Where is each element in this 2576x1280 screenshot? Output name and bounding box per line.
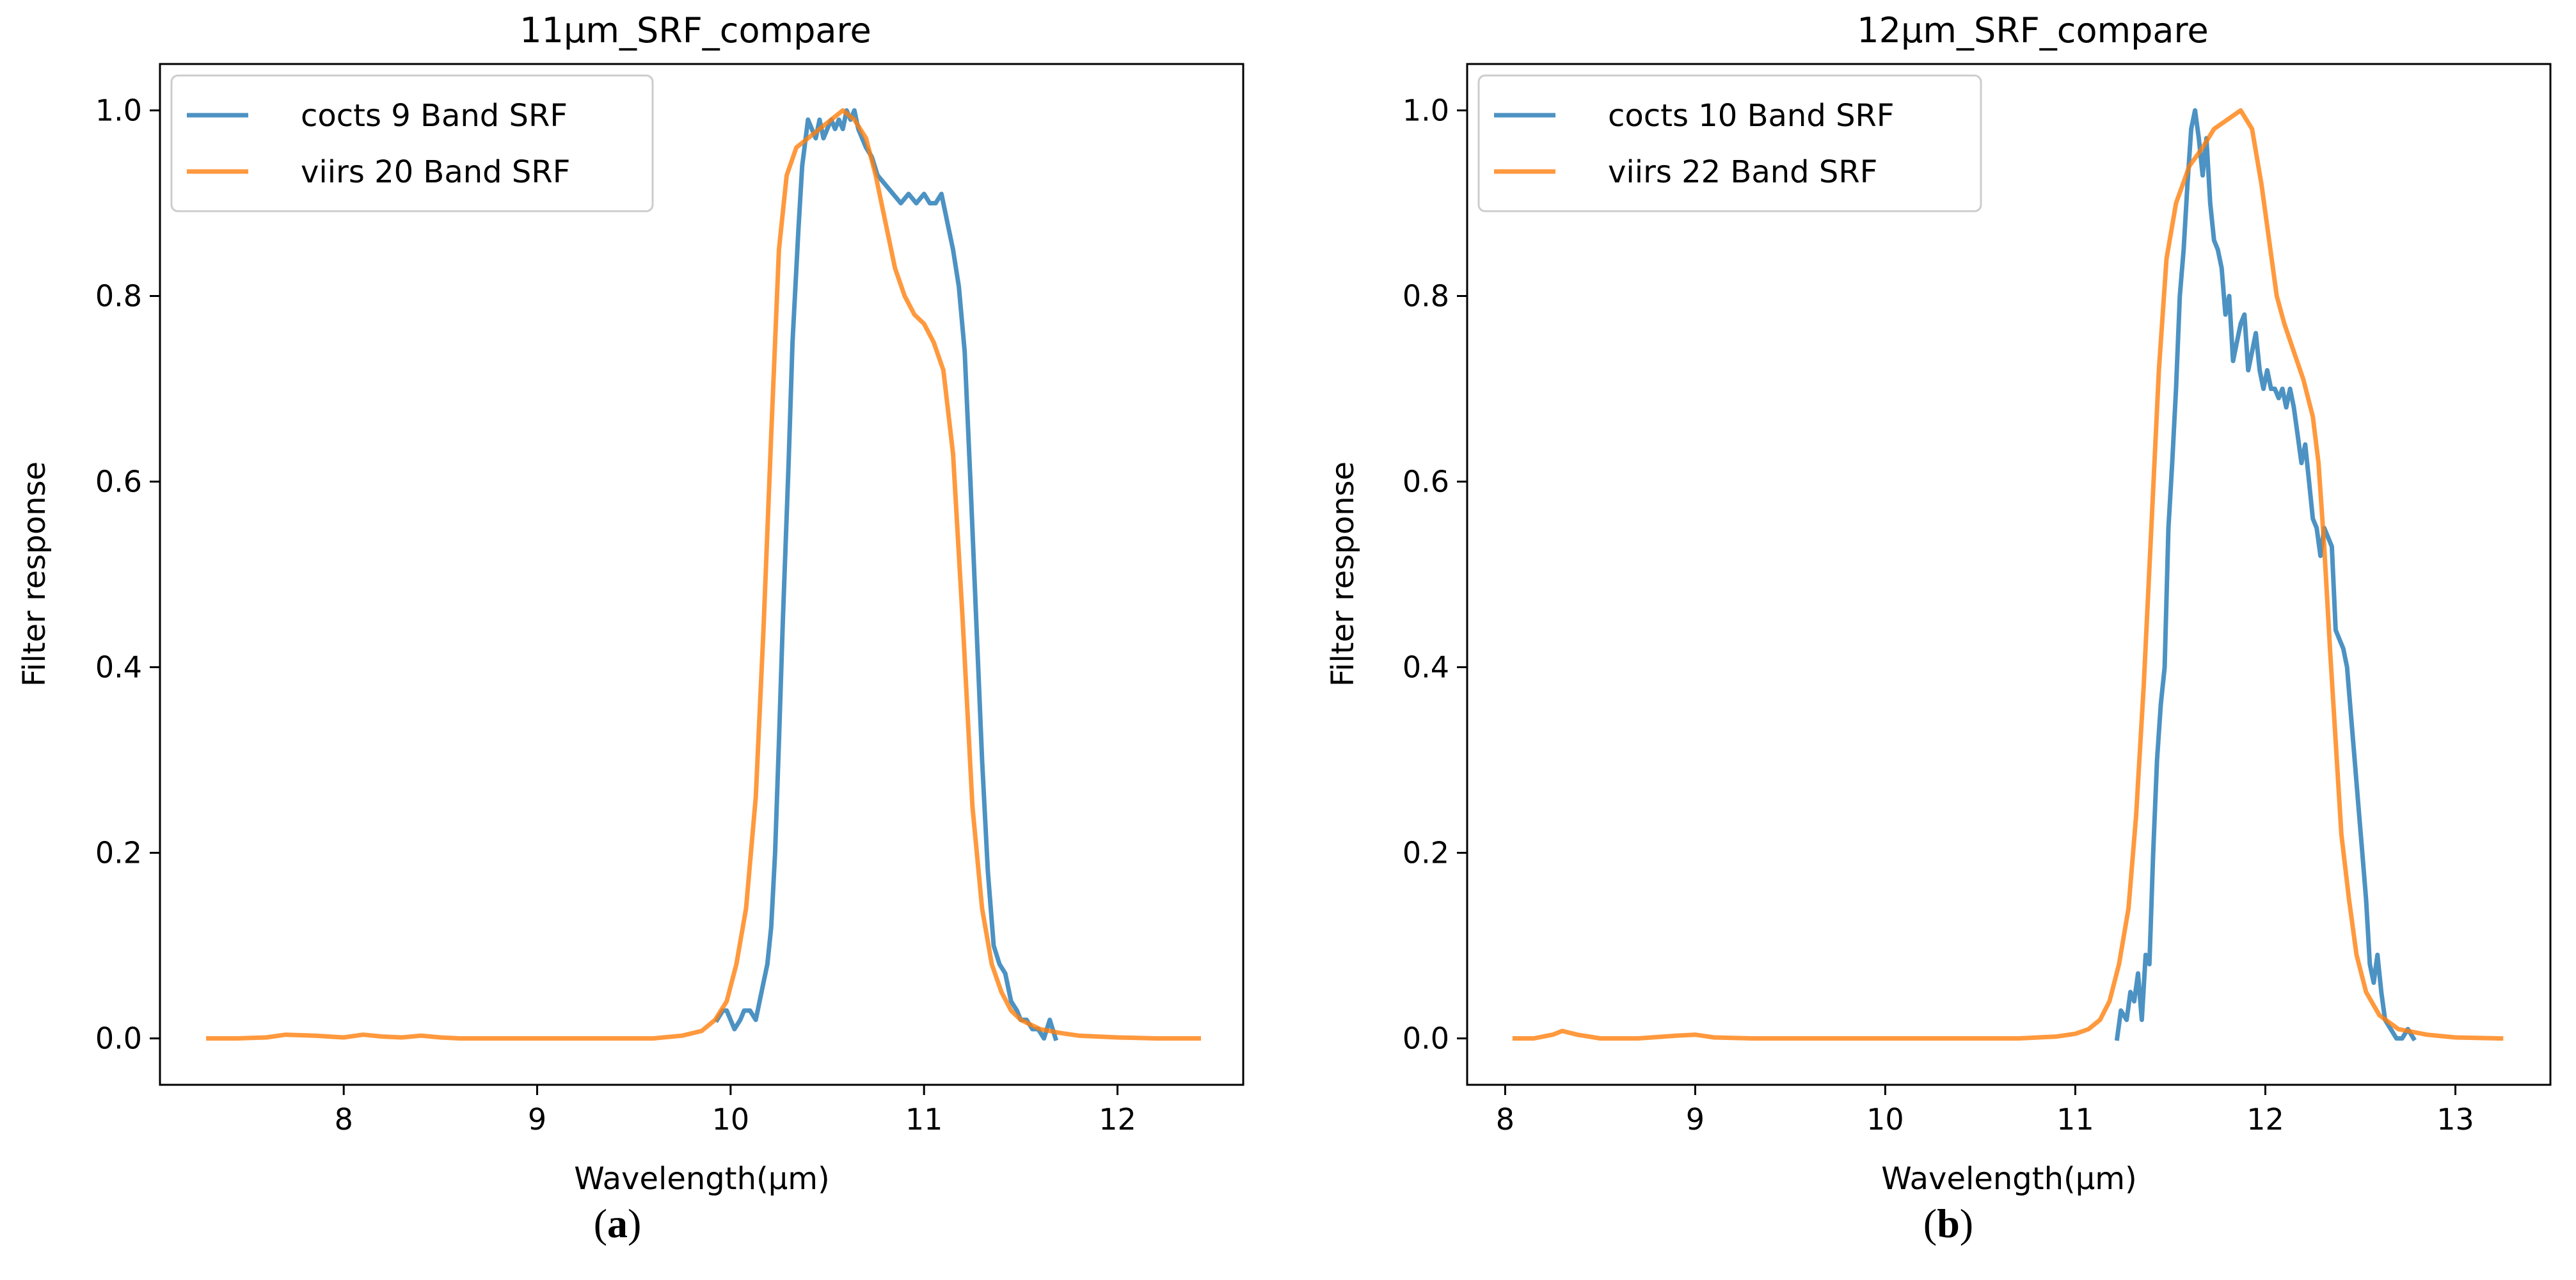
chart-title-b: 12μm_SRF_compare — [1857, 10, 2208, 51]
caption-close-paren-b: ) — [1959, 1201, 1974, 1246]
y-tick-label: 0.2 — [95, 836, 142, 870]
y-tick-label: 1.0 — [1403, 93, 1449, 128]
chart-title-a: 11μm_SRF_compare — [520, 10, 871, 51]
caption-close-paren-a: ) — [628, 1201, 642, 1246]
x-axis-label-b: Wavelength(μm) — [1881, 1161, 2137, 1197]
series-layer-a — [206, 108, 1201, 1041]
x-tick-label: 9 — [1686, 1102, 1705, 1137]
x-tick-label: 12 — [1099, 1102, 1136, 1137]
panel-caption-a: (a) — [553, 1203, 681, 1244]
legend-b: cocts 10 Band SRF viirs 22 Band SRF — [1477, 74, 1982, 212]
legend-box-b — [1477, 74, 1982, 212]
series-layer-b — [1512, 108, 2504, 1042]
y-axis-a: 0.0 0.2 0.4 0.6 0.8 1.0 — [95, 93, 160, 1056]
legend-a: cocts 9 Band SRF viirs 20 Band SRF — [170, 74, 654, 212]
y-axis-label-a: Filter response — [17, 461, 52, 687]
axes-frame-a — [159, 63, 1244, 1086]
series-line-cocts-b — [2114, 108, 2417, 1042]
y-tick-label: 0.0 — [95, 1021, 142, 1056]
series-line-viirs-b — [1512, 108, 2504, 1041]
caption-open-paren-b: ( — [1923, 1201, 1937, 1246]
y-tick-label: 0.8 — [95, 279, 142, 314]
y-axis-label-b: Filter response — [1325, 461, 1361, 687]
y-tick-label: 1.0 — [95, 93, 142, 128]
x-tick-label: 11 — [905, 1102, 943, 1137]
x-axis-label-a: Wavelength(μm) — [574, 1161, 830, 1197]
x-tick-label: 11 — [2056, 1102, 2094, 1137]
caption-letter-a: a — [607, 1201, 628, 1246]
x-tick-label: 10 — [712, 1102, 750, 1137]
y-tick-label: 0.8 — [1403, 279, 1449, 314]
caption-letter-b: b — [1937, 1201, 1960, 1246]
panel-a-chart: 11μm_SRF_compare 8 9 10 11 12 0.00.20.40.60.… — [17, 10, 1244, 1197]
y-tick-label: 0.6 — [95, 465, 142, 499]
x-tick-label: 10 — [1866, 1102, 1904, 1137]
y-tick-label: 0.4 — [1403, 650, 1449, 685]
legend-label-viirs: viirs 22 Band SRF — [1608, 154, 1877, 190]
y-tick-label: 0.6 — [1403, 465, 1449, 499]
legend-label-cocts: cocts 10 Band SRF — [1608, 98, 1895, 134]
y-tick-label: 0.2 — [1403, 836, 1449, 870]
caption-open-paren-a: ( — [593, 1201, 607, 1246]
x-tick-label: 13 — [2437, 1102, 2474, 1137]
series-line-viirs-a — [206, 108, 1201, 1041]
legend-label-viirs: viirs 20 Band SRF — [301, 154, 570, 190]
x-tick-label: 8 — [335, 1102, 353, 1137]
y-axis-b: 0.0 0.2 0.4 0.6 0.8 1.0 — [1403, 93, 1467, 1056]
panel-caption-b: (b) — [1884, 1203, 2012, 1244]
plot-area-a — [160, 64, 1243, 1085]
plot-area-b — [1467, 64, 2550, 1085]
y-tick-label: 0.4 — [95, 650, 142, 685]
x-tick-label: 9 — [528, 1102, 546, 1137]
legend-label-cocts: cocts 9 Band SRF — [301, 98, 568, 134]
legend-box-a — [170, 74, 654, 212]
x-axis-a: 8 9 10 11 12 — [335, 1085, 1136, 1137]
x-axis-b: 8 9 10 11 12 13 — [1496, 1085, 2474, 1137]
x-tick-label: 8 — [1496, 1102, 1515, 1137]
y-tick-label: 0.0 — [1403, 1021, 1449, 1056]
axes-frame-b — [1466, 63, 2552, 1086]
panel-b-chart: 12μm_SRF_compare 8 9 10 11 12 13 0.0 0.2 0.4 0.6… — [1325, 10, 2552, 1197]
x-tick-label: 12 — [2246, 1102, 2284, 1137]
